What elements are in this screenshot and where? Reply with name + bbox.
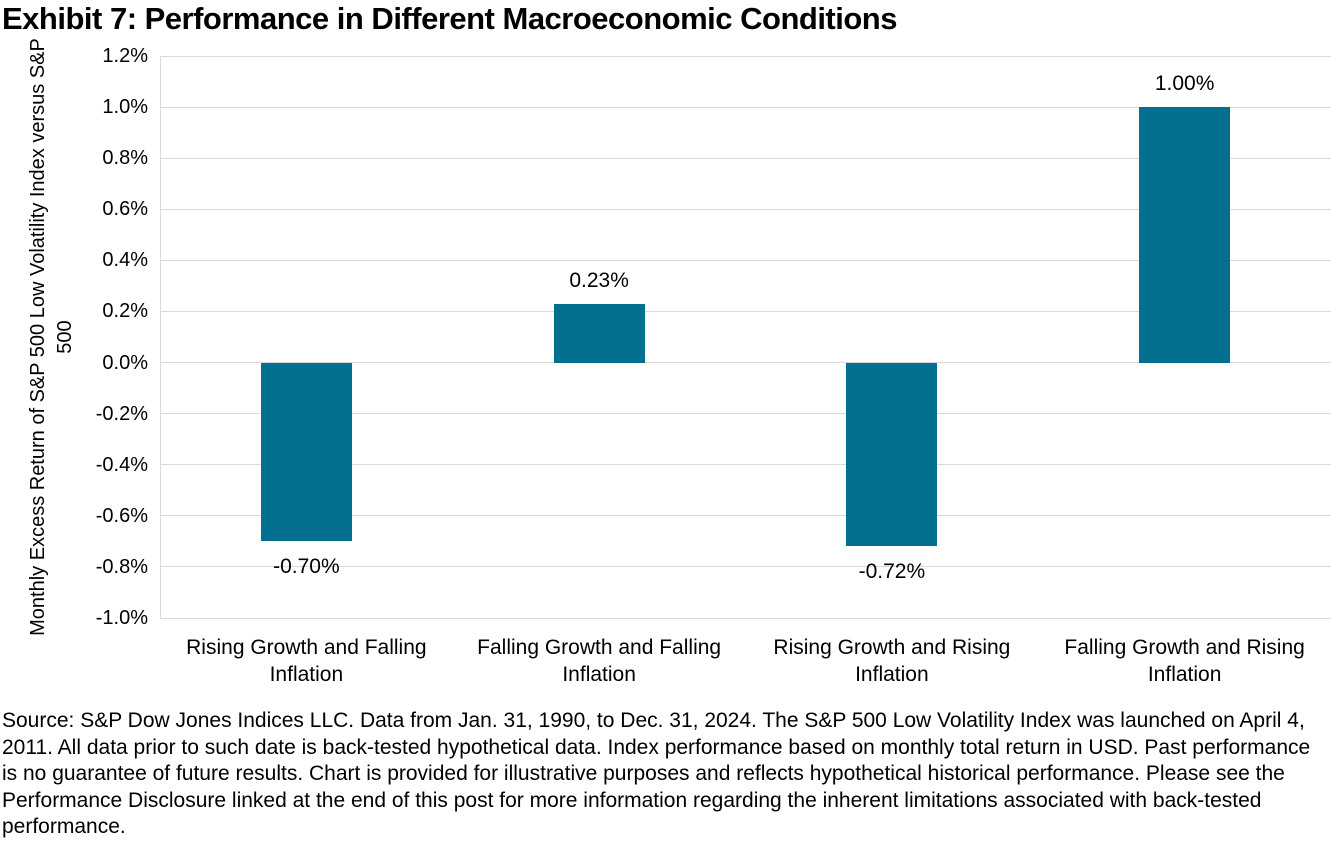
bar-2 <box>553 303 645 363</box>
y-tick-label: 0.0% <box>102 351 148 374</box>
plot-area <box>160 56 1331 618</box>
y-tick-label: 0.2% <box>102 300 148 323</box>
gridline <box>160 208 1331 210</box>
gridline <box>160 310 1331 312</box>
bar-value-label: 1.00% <box>1154 72 1215 96</box>
bar-1 <box>260 362 352 542</box>
y-tick-label: -0.6% <box>95 504 148 527</box>
gridline <box>160 259 1331 261</box>
y-tick-label: -0.4% <box>95 453 148 476</box>
x-category-label: Rising Growth and Falling Inflation <box>186 636 427 686</box>
y-tick-label: 0.6% <box>102 198 148 221</box>
gridline <box>160 106 1331 108</box>
y-tick-label: -1.0% <box>95 607 148 629</box>
source-disclosure-text: Source: S&P Dow Jones Indices LLC. Data … <box>2 709 1311 838</box>
gridline <box>160 413 1331 415</box>
y-tick-label: 1.2% <box>102 45 148 67</box>
bar-value-label: -0.70% <box>273 555 340 579</box>
bar-4 <box>1139 107 1231 363</box>
y-tick-label: 0.4% <box>102 249 148 272</box>
gridline <box>160 362 1331 364</box>
y-tick-label: -0.2% <box>95 402 148 425</box>
gridline <box>160 566 1331 568</box>
gridline <box>160 617 1331 619</box>
gridline <box>160 55 1331 57</box>
x-category-label: Falling Growth and Falling Inflation <box>477 636 722 686</box>
bar-value-label: -0.72% <box>858 560 926 584</box>
chart-title: Exhibit 7: Performance in Different Macr… <box>2 1 897 36</box>
y-axis-title: Monthly Excess Return of S&P 500 Low Vol… <box>27 38 76 636</box>
bar-value-label: 0.23% <box>569 268 629 292</box>
gridline <box>160 515 1331 517</box>
y-tick-label: 0.8% <box>102 147 148 170</box>
y-tick-label: 1.0% <box>102 96 148 119</box>
x-category-label: Rising Growth and Rising Inflation <box>773 636 1011 686</box>
x-category-label: Falling Growth and Rising Inflation <box>1064 636 1305 686</box>
y-tick-label: -0.8% <box>95 555 148 578</box>
gridline <box>160 157 1331 159</box>
gridline <box>160 464 1331 466</box>
bar-3 <box>846 362 938 547</box>
